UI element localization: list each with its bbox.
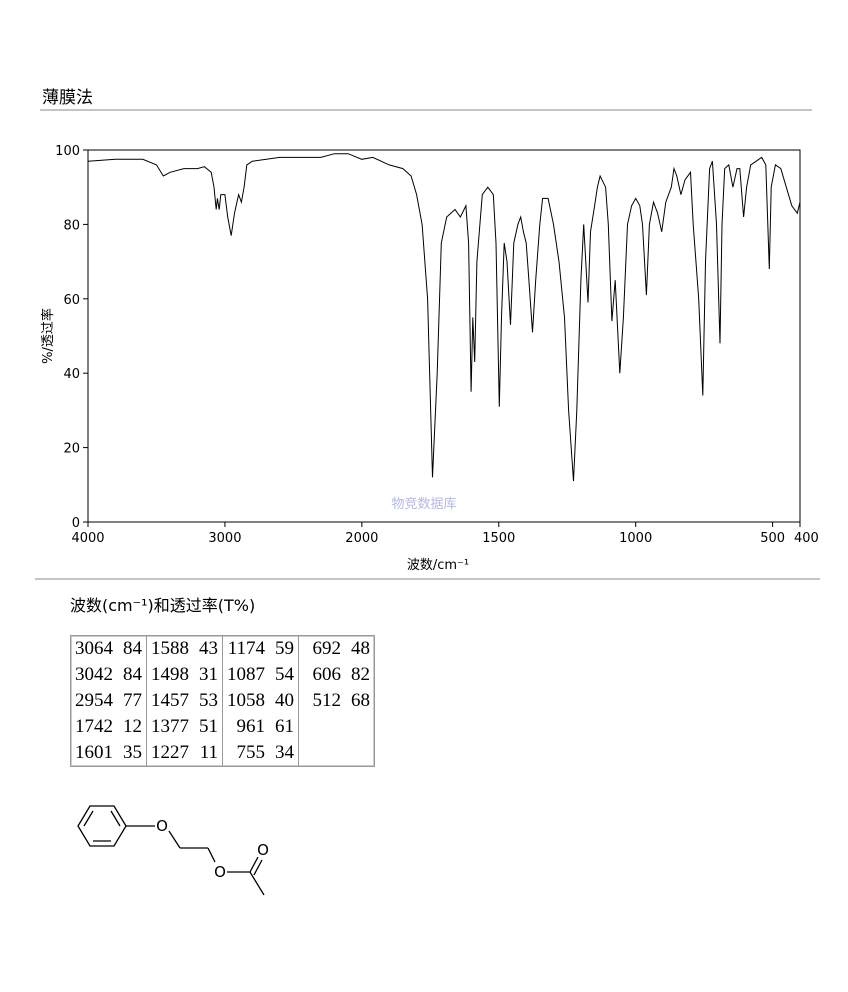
x-tick-label: 4000 — [71, 531, 104, 546]
transmittance: 53 — [199, 690, 218, 711]
transmittance: 48 — [351, 638, 370, 659]
bond — [249, 856, 259, 873]
bond — [207, 847, 216, 863]
table-cell: 3064 84 — [70, 635, 147, 662]
wavenumber: 755 — [236, 742, 266, 763]
atom-label: O — [257, 841, 269, 859]
bond — [253, 859, 263, 876]
transmittance: 54 — [275, 664, 294, 685]
wavenumber: 1174 — [227, 638, 265, 659]
y-tick-label: 0 — [72, 516, 80, 531]
table-row: 3042 84 1498 31 1087 54 606 82 — [70, 662, 375, 688]
bond — [83, 810, 94, 827]
x-tick-label: 3000 — [208, 531, 241, 546]
table-cell: 1377 51 — [146, 714, 223, 740]
transmittance: 59 — [275, 638, 294, 659]
wavenumber: 1227 — [151, 742, 189, 763]
wavenumber: 3042 — [75, 664, 113, 685]
bond — [168, 830, 181, 849]
y-tick-label: 40 — [63, 367, 80, 382]
x-tick-label: 400 — [794, 531, 819, 546]
x-axis-label: 波数/cm⁻¹ — [407, 558, 469, 573]
transmittance: 68 — [351, 690, 370, 711]
transmittance: 35 — [123, 742, 142, 763]
wavenumber: 1588 — [151, 638, 189, 659]
table-cell: 2954 77 — [70, 688, 147, 714]
page-title: 薄膜法 — [42, 88, 93, 108]
table-cell: 1601 35 — [70, 740, 147, 767]
wavenumber: 1498 — [151, 664, 189, 685]
transmittance: 51 — [199, 716, 218, 737]
table-caption: 波数(cm⁻¹)和透过率(T%) — [70, 596, 255, 615]
bond — [249, 871, 265, 896]
wavenumber: 512 — [312, 690, 342, 711]
y-tick-label: 20 — [63, 442, 80, 457]
x-tick-label: 1000 — [619, 531, 652, 546]
transmittance: 40 — [275, 690, 294, 711]
table-cell: 1457 53 — [146, 688, 223, 714]
structure — [77, 805, 265, 896]
x-tick-label: 500 — [760, 531, 785, 546]
x-tick-label: 1500 — [482, 531, 515, 546]
transmittance: 34 — [275, 742, 294, 763]
table-row: 1601 35 1227 11 755 34 — [70, 740, 375, 767]
transmittance: 84 — [123, 664, 142, 685]
wavenumber: 961 — [236, 716, 266, 737]
ring — [77, 805, 127, 847]
table-cell: 512 68 — [298, 688, 375, 714]
table-row: 1742 12 1377 51 961 61 — [70, 714, 375, 740]
table-cell: 1087 54 — [222, 662, 299, 688]
table-cell: 1058 40 — [222, 688, 299, 714]
wavenumber: 1601 — [75, 742, 113, 763]
wavenumber: 2954 — [75, 690, 113, 711]
spectrum: 物竞数据库 0 20 40 60 80 100 4000 3000 2000 1500 1000 500… — [40, 144, 819, 573]
table-cell: 1227 11 — [146, 740, 223, 767]
transmittance: 43 — [199, 638, 218, 659]
table-cell: 1588 43 — [146, 635, 223, 662]
wavenumber: 1742 — [75, 716, 113, 737]
watermark: 物竞数据库 — [391, 496, 456, 512]
table-cell — [298, 714, 375, 740]
bond — [93, 811, 111, 841]
table-cell: 692 48 — [298, 635, 375, 662]
wavenumber: 1457 — [151, 690, 189, 711]
table-row: 2954 77 1457 53 1058 40 512 68 — [70, 688, 375, 714]
table-cell: 1742 12 — [70, 714, 147, 740]
wavenumber: 606 — [312, 664, 342, 685]
plot-frame — [87, 149, 801, 523]
y-tick-label: 60 — [63, 293, 80, 308]
x-tick-label: 2000 — [345, 531, 378, 546]
transmittance: 84 — [123, 638, 142, 659]
transmittance: 77 — [123, 690, 142, 711]
table-cell: 3042 84 — [70, 662, 147, 688]
atom-label: O — [156, 817, 168, 835]
wavenumber: 1377 — [151, 716, 189, 737]
y-tick-label: 100 — [55, 144, 80, 159]
wavenumber: 1087 — [227, 664, 265, 685]
spectrum-line — [87, 153, 801, 482]
peak-table: 3064 84 1588 43 1174 59 692 48 3042 84 1498 31 1087 5… — [70, 635, 375, 767]
transmittance: 82 — [351, 664, 370, 685]
table-cell: 755 34 — [222, 740, 299, 767]
transmittance: 61 — [275, 716, 294, 737]
table-cell: 1498 31 — [146, 662, 223, 688]
table-cell: 606 82 — [298, 662, 375, 688]
wavenumber: 1058 — [227, 690, 265, 711]
transmittance: 12 — [123, 716, 142, 737]
transmittance: 31 — [199, 664, 218, 685]
atom-label: O — [214, 863, 226, 881]
table-cell — [298, 740, 375, 767]
y-axis-label: %/透过率 — [40, 308, 56, 364]
table-cell: 1174 59 — [222, 635, 299, 662]
table-row: 3064 84 1588 43 1174 59 692 48 — [70, 635, 375, 662]
bond — [110, 810, 121, 827]
wavenumber: 3064 — [75, 638, 113, 659]
transmittance: 11 — [199, 742, 218, 763]
table-cell: 961 61 — [222, 714, 299, 740]
wavenumber: 692 — [312, 638, 342, 659]
y-tick-label: 80 — [63, 218, 80, 233]
